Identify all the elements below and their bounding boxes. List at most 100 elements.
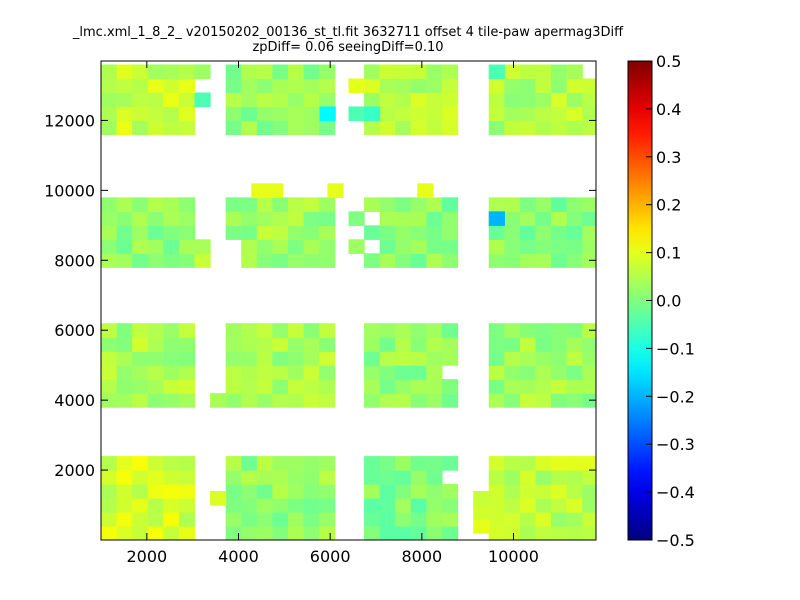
heatmap-cell: [410, 120, 428, 136]
heatmap-cell: [272, 323, 289, 338]
heatmap-cell: [132, 526, 149, 540]
heatmap-cell: [426, 239, 443, 254]
heatmap-cell: [225, 456, 242, 471]
heatmap-cell: [303, 498, 320, 513]
heatmap-cell: [319, 351, 336, 366]
chart-title-block: _lmc.xml_1_8_2_ v20150202_00136_st_tl.fi…: [48, 25, 648, 55]
heatmap-cell: [116, 106, 133, 122]
heatmap-cell: [551, 379, 568, 394]
heatmap-cell: [272, 197, 289, 212]
heatmap-cell: [535, 253, 552, 268]
heatmap-cell: [147, 120, 164, 136]
heatmap-cell: [163, 526, 180, 540]
colorbar-tick-label: −0.2: [656, 387, 695, 406]
heatmap-cell: [147, 64, 164, 80]
heatmap-cell: [551, 393, 568, 408]
heatmap-cell: [426, 379, 443, 394]
heatmap-cell: [566, 225, 583, 240]
heatmap-cell: [303, 351, 320, 366]
heatmap-cell: [379, 92, 396, 108]
heatmap-cell: [535, 323, 552, 338]
heatmap-cell: [426, 393, 443, 408]
heatmap-cell: [504, 379, 521, 394]
heatmap-cell: [132, 92, 149, 108]
heatmap-cell: [519, 211, 537, 226]
heatmap-cell: [442, 526, 459, 540]
heatmap-cell: [256, 337, 274, 352]
heatmap-cell: [163, 120, 180, 136]
heatmap-cell: [303, 239, 320, 254]
heatmap-cell: [442, 456, 459, 471]
heatmap-cell: [225, 92, 242, 108]
heatmap-cell: [395, 470, 412, 485]
heatmap-cell: [535, 351, 552, 366]
heatmap-cell: [488, 379, 505, 394]
heatmap-cell: [551, 78, 568, 94]
heatmap-cell: [504, 253, 521, 268]
heatmap-cell: [241, 197, 258, 212]
heatmap-cell: [178, 393, 196, 408]
heatmap-cell: [132, 323, 149, 338]
heatmap-cell: [364, 498, 381, 513]
heatmap-cell: [101, 470, 118, 485]
heatmap-cell: [566, 484, 583, 499]
heatmap-cell: [473, 505, 490, 520]
heatmap-cell: [504, 470, 521, 485]
heatmap-cell: [582, 197, 596, 212]
colorbar-tick-label: −0.3: [656, 435, 695, 454]
colorbar-tick-label: 0.2: [656, 196, 681, 215]
heatmap-cell: [395, 498, 412, 513]
heatmap-cell: [241, 253, 258, 268]
heatmap-cell: [163, 197, 180, 212]
heatmap-cell: [417, 183, 434, 198]
heatmap-cell: [364, 351, 381, 366]
heatmap-cell: [442, 197, 459, 212]
heatmap-cell: [410, 323, 428, 338]
heatmap-cell: [410, 197, 428, 212]
heatmap-cell: [488, 78, 505, 94]
heatmap-cell: [256, 211, 274, 226]
heatmap-cell: [241, 470, 258, 485]
heatmap-cell: [272, 484, 289, 499]
heatmap-cell: [101, 498, 118, 513]
heatmap-cell: [178, 379, 196, 394]
heatmap-cell: [303, 211, 320, 226]
heatmap-cell: [178, 526, 196, 540]
heatmap-cell: [410, 456, 428, 471]
heatmap-cell: [319, 526, 336, 540]
heatmap-cell: [116, 351, 133, 366]
heatmap-cell: [101, 211, 118, 226]
heatmap-cell: [426, 484, 443, 499]
heatmap-cell: [101, 92, 118, 108]
heatmap-cell: [395, 197, 412, 212]
heatmap-cell: [566, 498, 583, 513]
heatmap-cell: [256, 484, 274, 499]
heatmap-cell: [147, 78, 164, 94]
heatmap-cell: [303, 323, 320, 338]
heatmap-cell: [551, 351, 568, 366]
heatmap-cell: [535, 78, 552, 94]
heatmap-cell: [288, 323, 305, 338]
heatmap-cell: [116, 64, 133, 80]
heatmap-cell: [504, 225, 521, 240]
heatmap-cell: [256, 106, 274, 122]
heatmap-cell: [225, 393, 242, 408]
heatmap-cell: [319, 393, 336, 408]
heatmap-cell: [303, 456, 320, 471]
heatmap-cell: [101, 337, 118, 352]
heatmap-cell: [519, 253, 537, 268]
heatmap-cell: [364, 484, 381, 499]
heatmap-cell: [288, 253, 305, 268]
heatmap-cell: [504, 64, 521, 80]
heatmap-cell: [272, 92, 289, 108]
heatmap-cell: [303, 106, 320, 122]
heatmap-cell: [163, 351, 180, 366]
heatmap-cell: [566, 365, 583, 380]
heatmap-cell: [272, 337, 289, 352]
heatmap-cell: [241, 379, 258, 394]
heatmap-cell: [303, 78, 320, 94]
heatmap-cell: [210, 393, 227, 408]
heatmap-cell: [132, 351, 149, 366]
heatmap-cell: [241, 78, 258, 94]
heatmap-cell: [225, 106, 242, 122]
